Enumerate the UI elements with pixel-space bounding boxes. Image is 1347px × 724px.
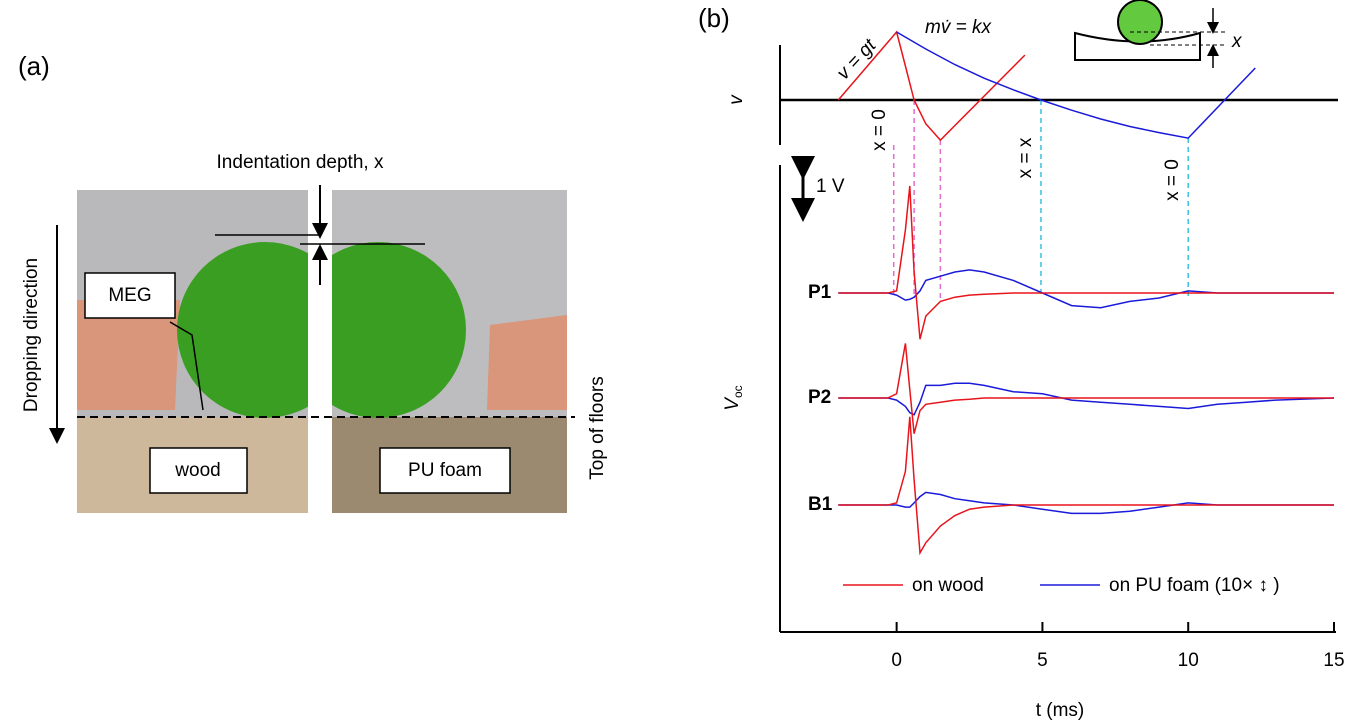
x-tick-label: 5 (1037, 650, 1048, 671)
x-tick-label: 0 (891, 650, 902, 671)
floor-label: wood (174, 460, 220, 481)
inset-label: x (1231, 31, 1243, 52)
trace-line (838, 491, 1334, 515)
meg-label: MEG (108, 285, 151, 306)
y-axis-label: Voc (722, 385, 745, 410)
legend-label: on PU foam (10× ↕ ) (1109, 575, 1280, 596)
equation: mv̇ = kx (925, 17, 992, 38)
dropping-label: Dropping direction (21, 258, 42, 412)
trace-line (838, 185, 1334, 340)
y-axis-label: v (726, 94, 747, 105)
inset (1074, 0, 1225, 68)
indentation-label: Indentation depth, x (217, 152, 384, 173)
y-axis-label-sub: oc (731, 385, 745, 398)
annotation: x = x (1015, 137, 1036, 178)
top-label: Top of floors (587, 376, 608, 480)
x-tick-label: 10 (1178, 650, 1199, 671)
panel-label: (a) (18, 51, 50, 81)
trace-line (838, 343, 1334, 434)
trace-label: P1 (808, 282, 832, 303)
trace-line (838, 416, 1334, 556)
photo (49, 185, 575, 513)
axes (779, 45, 1338, 633)
legend-label: on wood (912, 575, 984, 596)
trace-line (838, 382, 1335, 416)
x-axis-label: t (ms) (1036, 700, 1085, 721)
x-tick-label: 15 (1323, 650, 1344, 671)
y-axis-label-main: V (722, 396, 743, 411)
trace-label: P2 (808, 387, 831, 408)
trace-label: B1 (808, 494, 833, 515)
panel-label: (b) (698, 3, 730, 33)
trace-line (838, 269, 1334, 309)
annotation: x = 0 (869, 109, 890, 151)
velocity-line (896, 31, 1256, 139)
scale-bar-label: 1 V (816, 176, 845, 197)
annotation: x = 0 (1162, 159, 1183, 201)
floor-label: PU foam (408, 460, 482, 481)
